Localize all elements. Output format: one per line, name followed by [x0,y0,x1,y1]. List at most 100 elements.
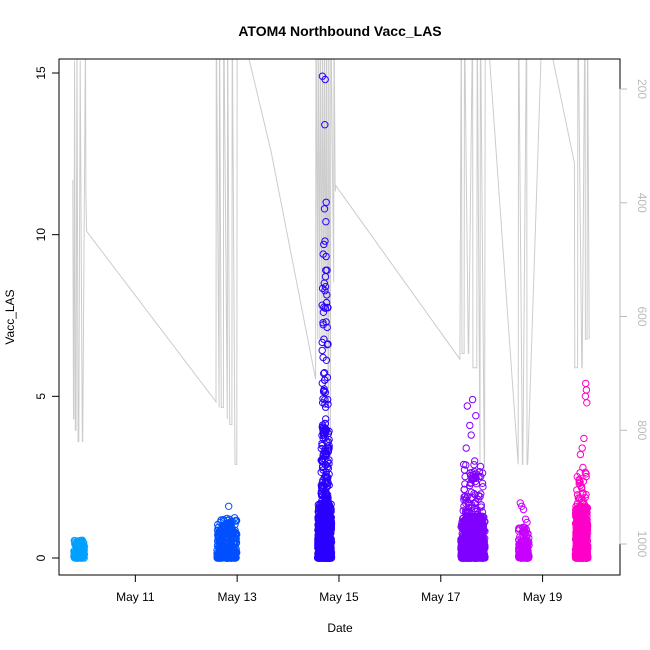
data-point [524,530,532,538]
data-point [520,540,529,548]
data-point [321,515,330,523]
data-point [232,517,240,525]
data-point [322,551,331,559]
data-point [319,353,327,362]
data-point [319,434,327,443]
data-point [322,318,330,326]
data-point [476,515,484,523]
data-point [319,386,328,395]
secondary-y-tick-label: 1000 [635,531,649,558]
data-point [460,460,468,469]
data-point [323,480,331,488]
data-point [470,504,478,513]
data-point [321,376,329,384]
series-3 [314,72,336,562]
data-point [324,543,332,551]
secondary-y-tick-label: 400 [635,193,649,213]
data-point [320,493,329,501]
data-point [232,529,240,537]
data-point [476,462,485,471]
data-point [466,421,474,430]
series-6 [571,379,592,562]
data-point [324,395,332,404]
data-point [463,402,471,410]
x-axis-label: Date [327,621,353,635]
data-point [320,279,328,287]
data-point [217,539,225,548]
data-point [514,527,523,535]
data-point [227,525,235,533]
data-point [320,429,329,437]
data-point [520,553,529,562]
chart-title: ATOM4 Northbound Vacc_LAS [238,23,441,39]
data-point [461,492,469,501]
data-point [463,533,471,541]
data-point [213,554,222,562]
y-tick-label: 0 [34,554,48,561]
data-point [318,551,326,559]
data-point [479,483,487,491]
data-point [227,538,236,546]
data-point [324,495,332,503]
data-point [470,461,478,469]
data-point [477,503,485,511]
x-tick-label: May 11 [116,590,155,604]
y-tick-label: 5 [34,393,48,400]
data-point [220,522,229,530]
data-point [322,520,330,528]
data-point [323,552,331,561]
data-point [477,490,485,498]
data-point [228,530,236,539]
data-point [471,457,479,465]
data-point [471,539,480,548]
data-point [215,554,223,562]
data-point [73,554,82,562]
data-point [520,530,528,538]
data-point [317,505,325,513]
data-point [321,75,329,84]
x-tick-label: May 19 [523,590,563,604]
data-point [321,237,329,245]
y-tick-label: 10 [34,228,48,242]
data-point [215,544,224,552]
data-point [523,518,531,527]
data-point [318,346,326,355]
data-point [214,528,223,537]
data-point [478,542,487,550]
data-point [80,543,89,551]
data-point [522,528,530,536]
data-point [470,467,478,476]
data-point [477,501,485,509]
x-tick-label: May 15 [319,590,359,604]
data-point [459,507,467,515]
data-point [471,472,480,481]
data-point [478,527,486,535]
data-point [516,499,524,507]
series-4 [457,395,489,562]
data-point [478,530,486,539]
secondary-y-tick-label: 200 [635,79,649,99]
data-point [222,545,230,553]
data-point [323,450,331,458]
secondary-y-tick-label: 600 [635,306,649,326]
data-point [320,205,329,213]
data-point [322,198,330,207]
data-point [466,469,474,477]
series-5 [514,499,533,562]
data-point [322,298,331,307]
data-point [322,415,330,423]
data-point [467,552,475,561]
y-tick-label: 15 [34,66,48,80]
data-point [324,498,332,506]
data-point [460,554,468,562]
data-point [322,484,330,492]
data-point [318,431,326,440]
data-point [225,546,234,554]
data-point [322,461,330,469]
data-point [464,520,473,528]
data-point [223,537,232,545]
data-point [320,240,328,249]
data-points-layer [70,72,592,562]
data-point [318,439,326,448]
data-point [462,494,471,502]
